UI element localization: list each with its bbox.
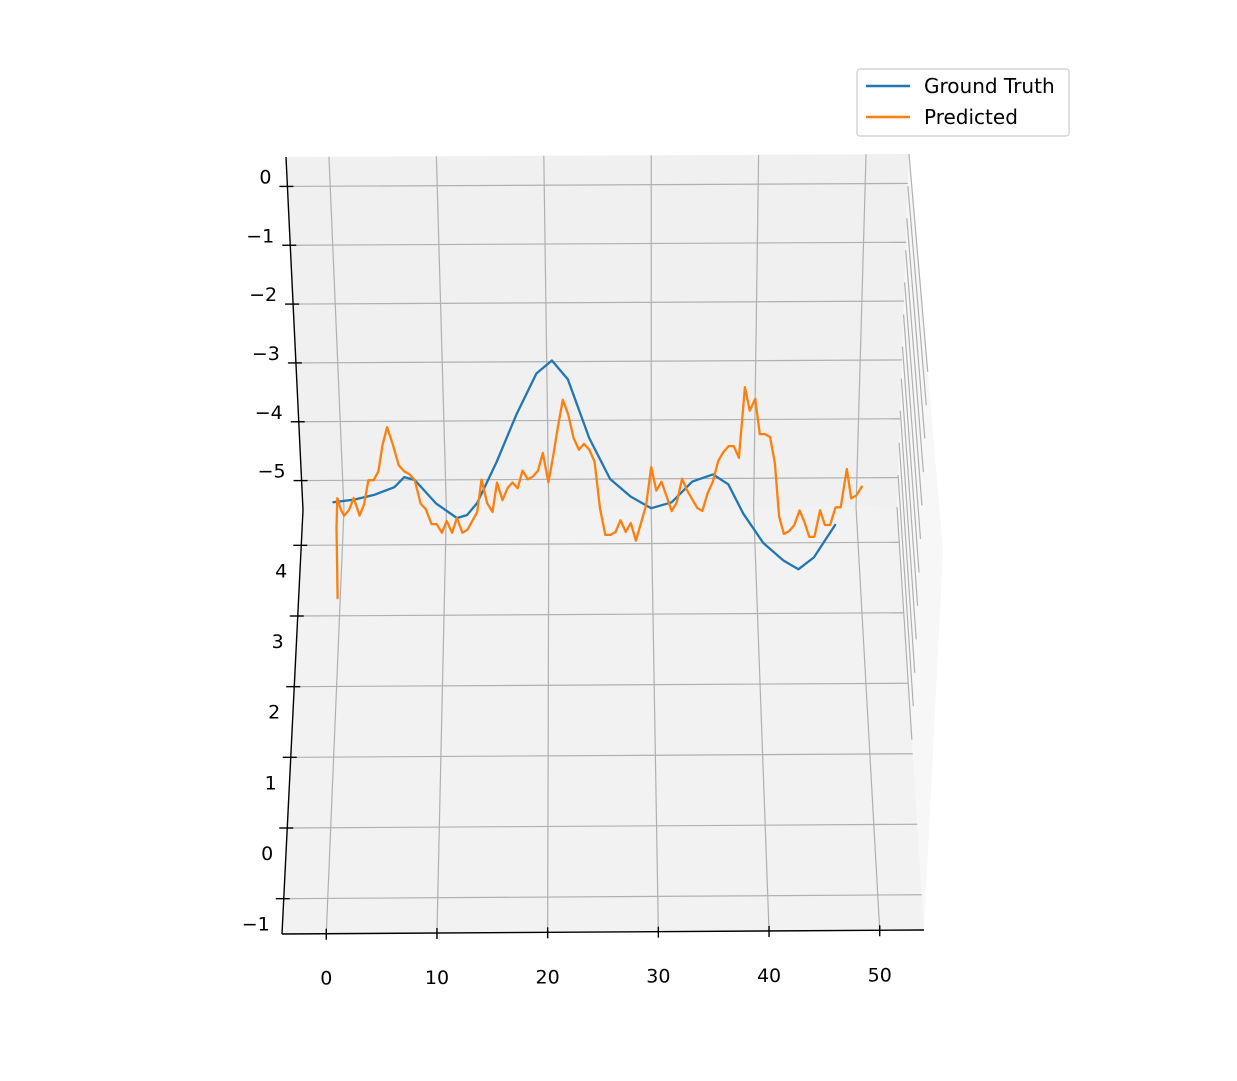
gridline-back-x-0 [328,156,345,510]
gridline-back-x-2 [543,155,550,509]
front-vertical-axis [281,509,304,935]
series-line-predicted [335,386,863,600]
gridline-right-4 [904,282,923,506]
back-vertical-axis [285,156,304,511]
gridline-floor-x-0 [325,509,345,934]
gridline-back-h-3 [295,359,903,364]
front-axis-tick-label-0: 4 [275,560,287,582]
gridline-floor-x-3 [650,508,659,932]
back-axis-tick-label-3: −3 [252,343,280,365]
gridline-floor-h-1 [297,612,904,617]
gridline-right-6 [901,346,920,573]
grid-lines [283,153,929,934]
legend-label-predicted: Predicted [924,105,1018,129]
axes [281,156,925,935]
gridline-back-x-4 [753,154,760,508]
series-line-ground-truth [332,359,837,571]
x-tick-label-0: 0 [320,968,332,990]
gridline-right-11 [896,506,913,740]
gridline-back-h-2 [293,300,905,305]
front-axis-tick-label-4: 0 [261,843,273,865]
front-axis-tick-label-3: 1 [265,772,277,794]
back-axis-tick-label-1: −1 [246,225,274,247]
gridline-floor-x-1 [436,509,447,934]
x-tick-label-5: 50 [868,964,892,986]
back-axis-tick-label-0: 0 [259,166,271,188]
gridline-floor-h-5 [283,894,922,900]
gridline-back-x-5 [855,154,867,508]
back-axis-tick-label-5: −5 [258,461,286,483]
legend-label-ground-truth: Ground Truth [924,74,1055,98]
x-tick-label-3: 30 [646,966,670,988]
gridline-right-1 [907,186,927,406]
pane-floor [282,507,924,934]
gridline-floor-h-4 [287,823,918,829]
gridline-right-0 [908,153,929,372]
gridline-right-8 [899,410,917,640]
gridline-floor-h-3 [290,753,913,758]
gridline-right-3 [905,250,924,473]
front-axis-tick-label-2: 2 [268,702,280,724]
front-axis-tick-label-5: −1 [242,914,270,936]
series-lines [332,359,863,600]
x-tick-label-1: 10 [425,967,449,989]
gridline-back-x-1 [435,156,447,510]
gridline-right-9 [898,442,916,673]
x-axis [281,929,925,935]
legend: Ground Truth Predicted [856,68,1070,137]
x-tick-label-2: 20 [536,966,560,988]
x-tick-label-4: 40 [757,965,781,987]
gridline-back-h-1 [290,241,907,246]
gridline-floor-x-4 [753,507,770,931]
gridline-back-h-0 [287,182,909,188]
back-axis-tick-label-4: −4 [255,402,283,424]
front-axis-tick-label-1: 3 [272,631,284,653]
gridline-right-7 [900,378,919,606]
pane-right [897,154,943,930]
gridline-floor-h-2 [294,682,909,688]
gridline-floor-x-2 [547,508,550,933]
gridline-floor-h-0 [301,541,900,546]
tick-marks [275,185,881,940]
back-axis-tick-label-2: −2 [249,284,277,306]
gridline-back-h-4 [298,418,901,423]
gridline-right-10 [897,474,914,707]
gridline-right-5 [902,314,922,540]
gridline-floor-x-5 [855,507,881,931]
gridline-right-2 [906,218,926,439]
